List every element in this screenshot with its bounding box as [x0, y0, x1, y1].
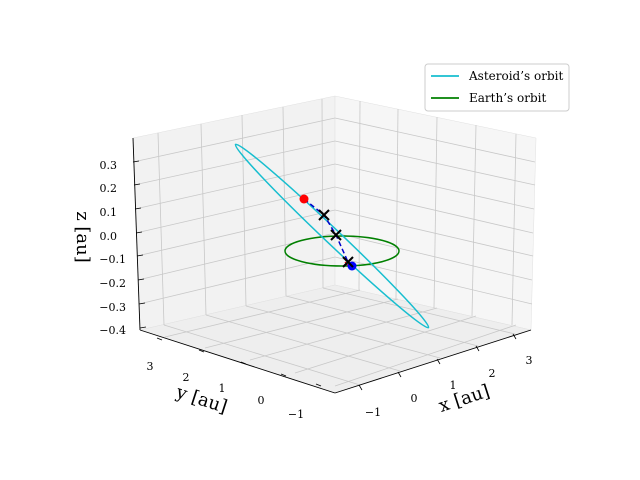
- legend-label-asteroid: Asteroid’s orbit: [468, 69, 563, 83]
- y-tick-label: 0: [258, 394, 265, 407]
- z-ticks: [132, 160, 147, 329]
- z-tick-label: −0.3: [99, 301, 126, 314]
- x-marker: [330, 229, 342, 241]
- y-tick-labels: 3 2 1 0 −1: [147, 360, 305, 421]
- y-tick-label: −1: [288, 408, 304, 421]
- z-tick-label: 0.0: [100, 230, 118, 243]
- x-ticks: [358, 333, 517, 391]
- x-tick-label: 1: [450, 379, 457, 392]
- y-tick-label: 3: [147, 360, 154, 373]
- x-tick-label: −1: [365, 406, 381, 419]
- x-axis-label: x [au]: [436, 381, 492, 417]
- x-tick-label: 3: [526, 354, 533, 367]
- z-tick-label: −0.4: [99, 324, 126, 337]
- legend: Asteroid’s orbit Earth’s orbit: [424, 63, 570, 112]
- axis-lines: [132, 137, 532, 394]
- z-tick-label: 0.3: [100, 159, 118, 172]
- z-tick-label: −0.1: [99, 253, 126, 266]
- x-axis-line: [334, 329, 532, 394]
- x-marker: [318, 209, 330, 221]
- start-point-marker: [299, 194, 309, 204]
- y-ticks: [156, 337, 322, 387]
- legend-label-earth: Earth’s orbit: [469, 91, 546, 105]
- z-tick-label: 0.2: [100, 182, 118, 195]
- x-tick-labels: −1 0 1 2 3: [365, 354, 533, 419]
- legend-frame: [424, 63, 570, 112]
- asteroid-orbit: [234, 143, 430, 329]
- y-tick-label: 1: [219, 382, 226, 395]
- y-tick-label: 2: [183, 371, 190, 384]
- x-marker: [342, 256, 354, 268]
- y-axis-line: [139, 329, 336, 394]
- z-axis-label: z [au]: [72, 211, 93, 263]
- z-tick-label: −0.2: [99, 277, 126, 290]
- grid: [132, 98, 536, 387]
- x-tick-label: 2: [489, 367, 496, 380]
- z-tick-labels: 0.3 0.2 0.1 0.0 −0.1 −0.2 −0.3 −0.4: [99, 159, 126, 337]
- z-axis-line: [132, 137, 141, 331]
- x-tick-label: 0: [411, 392, 418, 405]
- z-tick-label: 0.1: [100, 206, 118, 219]
